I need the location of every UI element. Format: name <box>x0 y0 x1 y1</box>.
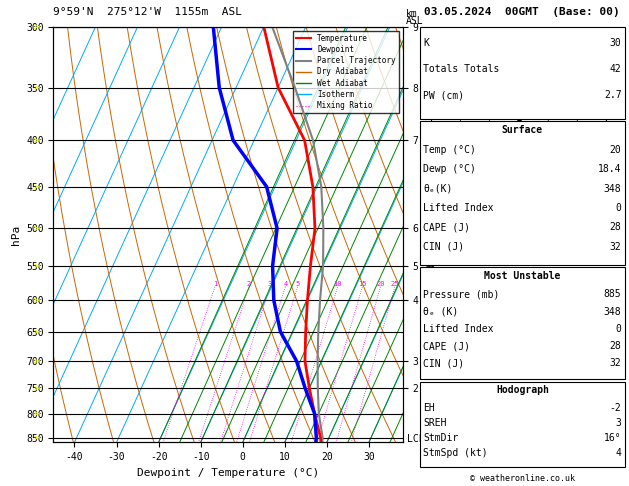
Text: CIN (J): CIN (J) <box>423 242 464 252</box>
Text: 9°59'N  275°12'W  1155m  ASL: 9°59'N 275°12'W 1155m ASL <box>53 7 242 17</box>
Text: θₑ (K): θₑ (K) <box>423 307 459 316</box>
Text: Lifted Index: Lifted Index <box>423 324 494 334</box>
Text: 28: 28 <box>610 223 621 232</box>
Text: Pressure (mb): Pressure (mb) <box>423 289 499 299</box>
Text: © weatheronline.co.uk: © weatheronline.co.uk <box>470 474 574 483</box>
Text: EH: EH <box>423 402 435 413</box>
Text: 1: 1 <box>213 281 217 287</box>
Text: 42: 42 <box>610 64 621 74</box>
Text: 0: 0 <box>616 324 621 334</box>
Text: Lifted Index: Lifted Index <box>423 203 494 213</box>
Text: 18.4: 18.4 <box>598 164 621 174</box>
Text: -2: -2 <box>610 402 621 413</box>
Text: LCL: LCL <box>407 434 425 444</box>
Text: 348: 348 <box>604 307 621 316</box>
Text: 28: 28 <box>610 341 621 351</box>
Text: 3: 3 <box>616 417 621 428</box>
Text: 32: 32 <box>610 242 621 252</box>
Text: 16°: 16° <box>604 433 621 443</box>
Text: K: K <box>423 37 429 48</box>
Text: CIN (J): CIN (J) <box>423 358 464 368</box>
Text: kt: kt <box>440 42 450 51</box>
Text: SREH: SREH <box>423 417 447 428</box>
Text: StmSpd (kt): StmSpd (kt) <box>423 448 488 458</box>
Text: 03.05.2024  00GMT  (Base: 00): 03.05.2024 00GMT (Base: 00) <box>424 7 620 17</box>
Text: 348: 348 <box>604 184 621 193</box>
Text: 10: 10 <box>333 281 342 287</box>
Text: CAPE (J): CAPE (J) <box>423 341 470 351</box>
Legend: Temperature, Dewpoint, Parcel Trajectory, Dry Adiabat, Wet Adiabat, Isotherm, Mi: Temperature, Dewpoint, Parcel Trajectory… <box>292 31 399 113</box>
Text: Most Unstable: Most Unstable <box>484 271 560 281</box>
Text: Temp (°C): Temp (°C) <box>423 145 476 155</box>
Text: 2: 2 <box>247 281 251 287</box>
Text: 20: 20 <box>610 145 621 155</box>
Text: km: km <box>406 9 418 19</box>
Text: Dewp (°C): Dewp (°C) <box>423 164 476 174</box>
Y-axis label: Mixing Ratio (g/kg): Mixing Ratio (g/kg) <box>425 179 435 290</box>
Text: 20: 20 <box>376 281 385 287</box>
X-axis label: Dewpoint / Temperature (°C): Dewpoint / Temperature (°C) <box>137 468 319 478</box>
Text: 15: 15 <box>358 281 367 287</box>
Text: StmDir: StmDir <box>423 433 459 443</box>
Text: 0: 0 <box>616 203 621 213</box>
Text: Hodograph: Hodograph <box>496 385 549 395</box>
Text: 4: 4 <box>616 448 621 458</box>
Text: 2.7: 2.7 <box>604 90 621 100</box>
Text: ASL: ASL <box>406 17 423 26</box>
Text: 5: 5 <box>296 281 300 287</box>
Text: Totals Totals: Totals Totals <box>423 64 499 74</box>
Text: θₑ(K): θₑ(K) <box>423 184 453 193</box>
Text: 32: 32 <box>610 358 621 368</box>
Text: CAPE (J): CAPE (J) <box>423 223 470 232</box>
Y-axis label: hPa: hPa <box>11 225 21 244</box>
Text: Surface: Surface <box>502 125 543 135</box>
Text: 30: 30 <box>610 37 621 48</box>
Text: 885: 885 <box>604 289 621 299</box>
Text: 3: 3 <box>268 281 272 287</box>
Text: 25: 25 <box>391 281 399 287</box>
Text: 4: 4 <box>283 281 287 287</box>
Text: PW (cm): PW (cm) <box>423 90 464 100</box>
